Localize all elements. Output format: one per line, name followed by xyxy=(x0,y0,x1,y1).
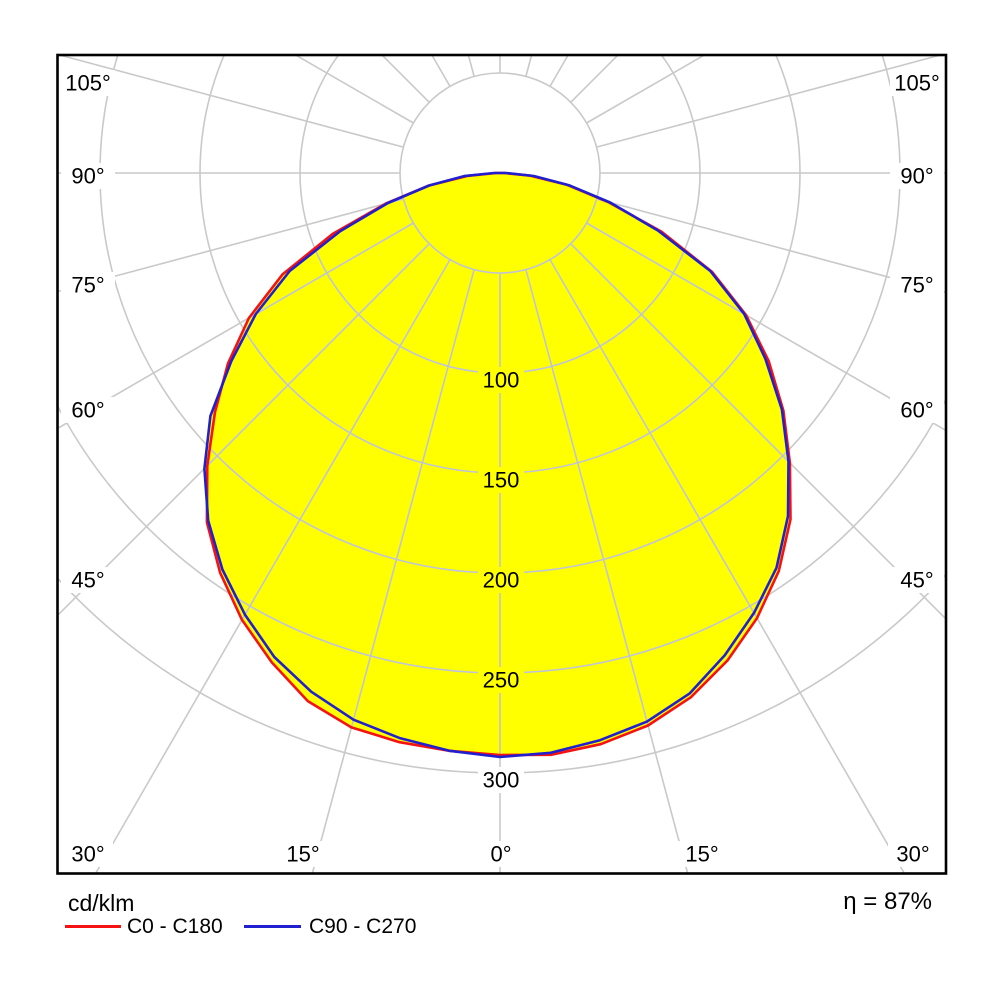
angle-label-bottom: 15° xyxy=(685,842,718,867)
grid-radial-45 xyxy=(570,243,791,757)
label-mask xyxy=(63,841,113,867)
label-mask xyxy=(61,397,115,423)
legend-label-c0-c180: C0 - C180 xyxy=(127,915,223,938)
units-label: cd/klm xyxy=(68,890,134,916)
grid-radial-330 xyxy=(204,259,451,757)
label-mask xyxy=(890,70,944,96)
angle-label-right: 60° xyxy=(900,398,933,423)
legend-line-c0-c180 xyxy=(65,925,121,928)
angle-label-left: 90° xyxy=(71,164,104,189)
label-mask xyxy=(478,567,524,593)
angle-label-right: 75° xyxy=(900,273,933,298)
angle-label-bottom: 30° xyxy=(71,842,104,867)
radial-value-label: 150 xyxy=(483,468,520,493)
angle-label-left: 60° xyxy=(71,398,104,423)
chart-frame xyxy=(56,53,948,875)
radial-value-label: 200 xyxy=(483,568,520,593)
radial-value-label: 250 xyxy=(483,668,520,693)
label-mask xyxy=(890,163,944,189)
efficiency-label: η = 87% xyxy=(843,888,932,915)
grid-radial-105 xyxy=(596,55,944,148)
label-mask xyxy=(61,272,115,298)
grid-radial-30 xyxy=(549,259,791,757)
label-mask xyxy=(278,841,328,867)
legend-line-c90-c270 xyxy=(244,925,301,928)
grid-radial-285 xyxy=(57,198,404,293)
radial-value-label: 300 xyxy=(483,768,520,793)
label-mask xyxy=(61,567,115,593)
label-mask xyxy=(61,70,115,96)
curve-c90-c270 xyxy=(203,171,790,759)
label-mask xyxy=(61,163,115,189)
angle-label-bottom: 30° xyxy=(896,842,929,867)
angle-label-left: 75° xyxy=(71,273,104,298)
label-mask xyxy=(478,767,524,793)
angle-label-bottom: 15° xyxy=(286,842,319,867)
angle-label-right: 105° xyxy=(894,71,940,96)
grid-radial-255 xyxy=(57,55,404,148)
legend-label-c90-c270: C90 - C270 xyxy=(309,915,416,938)
grid-radial-300 xyxy=(57,222,414,430)
grid-radial-75 xyxy=(596,198,946,294)
angle-label-bottom: 0° xyxy=(490,842,511,867)
angle-label-right: 45° xyxy=(900,568,933,593)
label-mask xyxy=(478,667,524,693)
label-mask xyxy=(890,567,944,593)
grid-radial-60 xyxy=(586,222,946,432)
label-mask xyxy=(478,467,524,493)
label-mask xyxy=(677,841,727,867)
angle-label-right: 90° xyxy=(900,164,933,189)
grid-radial-15 xyxy=(525,269,791,757)
angle-label-left: 105° xyxy=(65,71,111,96)
grid-radial-315 xyxy=(204,243,430,757)
label-mask xyxy=(888,841,938,867)
label-mask xyxy=(478,367,524,393)
label-mask xyxy=(890,272,944,298)
grid-radial-345 xyxy=(204,269,475,757)
angle-label-left: 45° xyxy=(71,568,104,593)
label-mask xyxy=(476,841,526,867)
label-mask xyxy=(890,397,944,423)
radial-value-label: 100 xyxy=(483,368,520,393)
